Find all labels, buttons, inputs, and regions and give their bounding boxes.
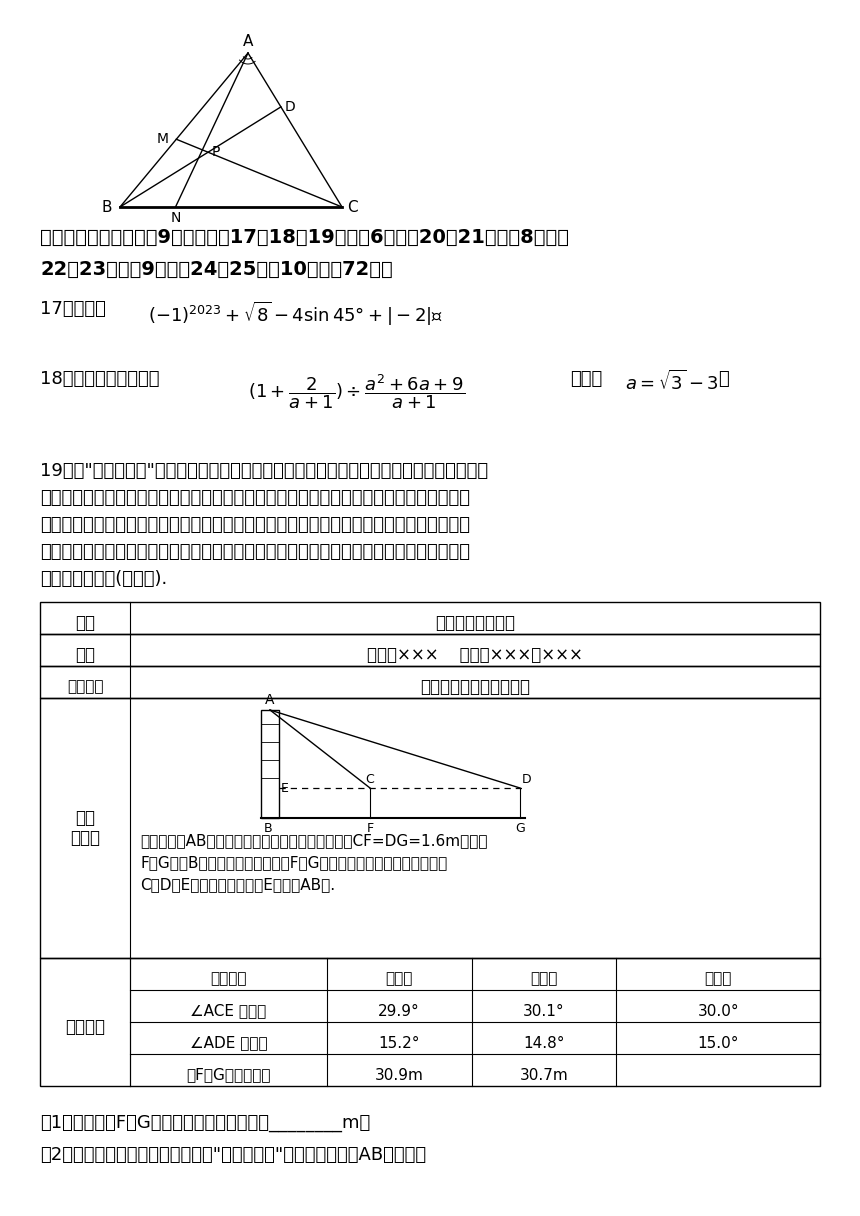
Text: A: A: [265, 693, 274, 706]
Bar: [261, 710, 279, 818]
Text: B: B: [101, 199, 112, 214]
Text: F: F: [366, 822, 373, 835]
Text: 三、解答题（本大题共9个小题，第17、18、19题每题6分，第20、21题每题8分，第: 三、解答题（本大题共9个小题，第17、18、19题每题6分，第20、21题每题8…: [40, 229, 569, 247]
Text: 成员: 成员: [75, 646, 95, 664]
Text: 组长：×××    组员：×××，×××: 组长：××× 组员：×××，×××: [367, 646, 583, 664]
Text: ，其中: ，其中: [570, 370, 602, 388]
Text: D: D: [285, 100, 296, 114]
Bar: [40, 602, 820, 634]
Bar: [40, 698, 820, 958]
Text: $(1+\dfrac{2}{a+1})\div\dfrac{a^{2}+6a+9}{a+1}$: $(1+\dfrac{2}{a+1})\div\dfrac{a^{2}+6a+9…: [248, 372, 465, 411]
Text: $a=\sqrt{3}-3$: $a=\sqrt{3}-3$: [625, 370, 719, 394]
Text: 第一次: 第一次: [385, 972, 413, 986]
Text: 示意图: 示意图: [70, 829, 100, 848]
Text: 14.8°: 14.8°: [523, 1036, 565, 1051]
Text: C，D，E在同一直线上，点E在线段AB上.: C，D，E在同一直线上，点E在线段AB上.: [140, 877, 335, 893]
Text: B: B: [264, 822, 273, 835]
Text: 角的度数以及两个测点之间的距离时，都分别测量了两次并取他们的平均值作为测量结果，: 角的度数以及两个测点之间的距离时，都分别测量了两次并取他们的平均值作为测量结果，: [40, 544, 470, 561]
Text: C: C: [366, 773, 374, 786]
Text: 测量工具: 测量工具: [67, 680, 103, 694]
Bar: [40, 666, 820, 698]
Text: P: P: [212, 145, 220, 159]
Text: 平均值: 平均值: [704, 972, 732, 986]
Text: 30.0°: 30.0°: [697, 1003, 739, 1019]
Text: ∠ACE 的度数: ∠ACE 的度数: [190, 1003, 267, 1019]
Text: （1）两次测得F，G两点之间的距离平均值为________m．: （1）两次测得F，G两点之间的距离平均值为________m．: [40, 1114, 371, 1132]
Bar: [40, 958, 820, 1086]
Text: 15.0°: 15.0°: [697, 1036, 739, 1051]
Text: G: G: [515, 822, 525, 835]
Text: 15.2°: 15.2°: [378, 1036, 420, 1051]
Text: E: E: [281, 782, 289, 794]
Text: 19．某"综合与实践"小组开展了测量本校教学楼高度的实践活动．他们制定了测量方案，并: 19．某"综合与实践"小组开展了测量本校教学楼高度的实践活动．他们制定了测量方案…: [40, 462, 488, 480]
Text: 测量数据如下表(不完整).: 测量数据如下表(不完整).: [40, 570, 167, 589]
Text: 18．先化简，再求值：: 18．先化简，再求值：: [40, 370, 159, 388]
Text: 说明：线段AB表示教学楼，测量角度的仪器的高度CF=DG=1.6m，测点: 说明：线段AB表示教学楼，测量角度的仪器的高度CF=DG=1.6m，测点: [140, 833, 488, 848]
Text: 点F，G之间的距离: 点F，G之间的距离: [186, 1068, 271, 1082]
Text: 别测量了该旗杆顶端的仰角以及这两个测点之间的距离．为了减小测量误差，小组在测量仰: 别测量了该旗杆顶端的仰角以及这两个测点之间的距离．为了减小测量误差，小组在测量仰: [40, 516, 470, 534]
Text: ．: ．: [718, 370, 728, 388]
Text: 测量: 测量: [75, 809, 95, 827]
Text: N: N: [170, 212, 181, 225]
Text: 17．计算：: 17．计算：: [40, 300, 106, 319]
Text: M: M: [157, 133, 169, 146]
Text: ∠ADE 的度数: ∠ADE 的度数: [189, 1036, 267, 1051]
Text: A: A: [243, 34, 253, 49]
Text: 30.9m: 30.9m: [375, 1068, 423, 1082]
Text: 测量教学楼的高度: 测量教学楼的高度: [435, 614, 515, 632]
Text: 29.9°: 29.9°: [378, 1003, 420, 1019]
Text: 22、23题每题9分，第24、25每题10分，共72分）: 22、23题每题9分，第24、25每题10分，共72分）: [40, 260, 393, 278]
Text: 测量数据: 测量数据: [65, 1018, 105, 1036]
Text: 测量项目: 测量项目: [210, 972, 247, 986]
Text: 第二次: 第二次: [531, 972, 557, 986]
Text: （2）根据以上测量数据，请你帮助"综合与实践"小组求出教学楼AB的高度．: （2）根据以上测量数据，请你帮助"综合与实践"小组求出教学楼AB的高度．: [40, 1145, 426, 1164]
Text: 利用课余时间完成了实地测量．他们在该教学楼底部所在的平地上，选取两个不同测点，分: 利用课余时间完成了实地测量．他们在该教学楼底部所在的平地上，选取两个不同测点，分: [40, 489, 470, 507]
Text: 30.1°: 30.1°: [523, 1003, 565, 1019]
Text: 30.7m: 30.7m: [519, 1068, 568, 1082]
Text: D: D: [522, 773, 531, 786]
Bar: [40, 634, 820, 666]
Text: $(-1)^{2023}+\sqrt{8}-4\sin 45°+|-2|$．: $(-1)^{2023}+\sqrt{8}-4\sin 45°+|-2|$．: [148, 300, 443, 328]
Text: C: C: [347, 199, 358, 214]
Text: F，G与点B在同一条水平直线上，F，G之间的距离可以直接测得，且点: F，G与点B在同一条水平直线上，F，G之间的距离可以直接测得，且点: [140, 855, 447, 869]
Text: 测量角度的仪器，皮尺等: 测量角度的仪器，皮尺等: [420, 679, 530, 696]
Text: 课题: 课题: [75, 614, 95, 632]
